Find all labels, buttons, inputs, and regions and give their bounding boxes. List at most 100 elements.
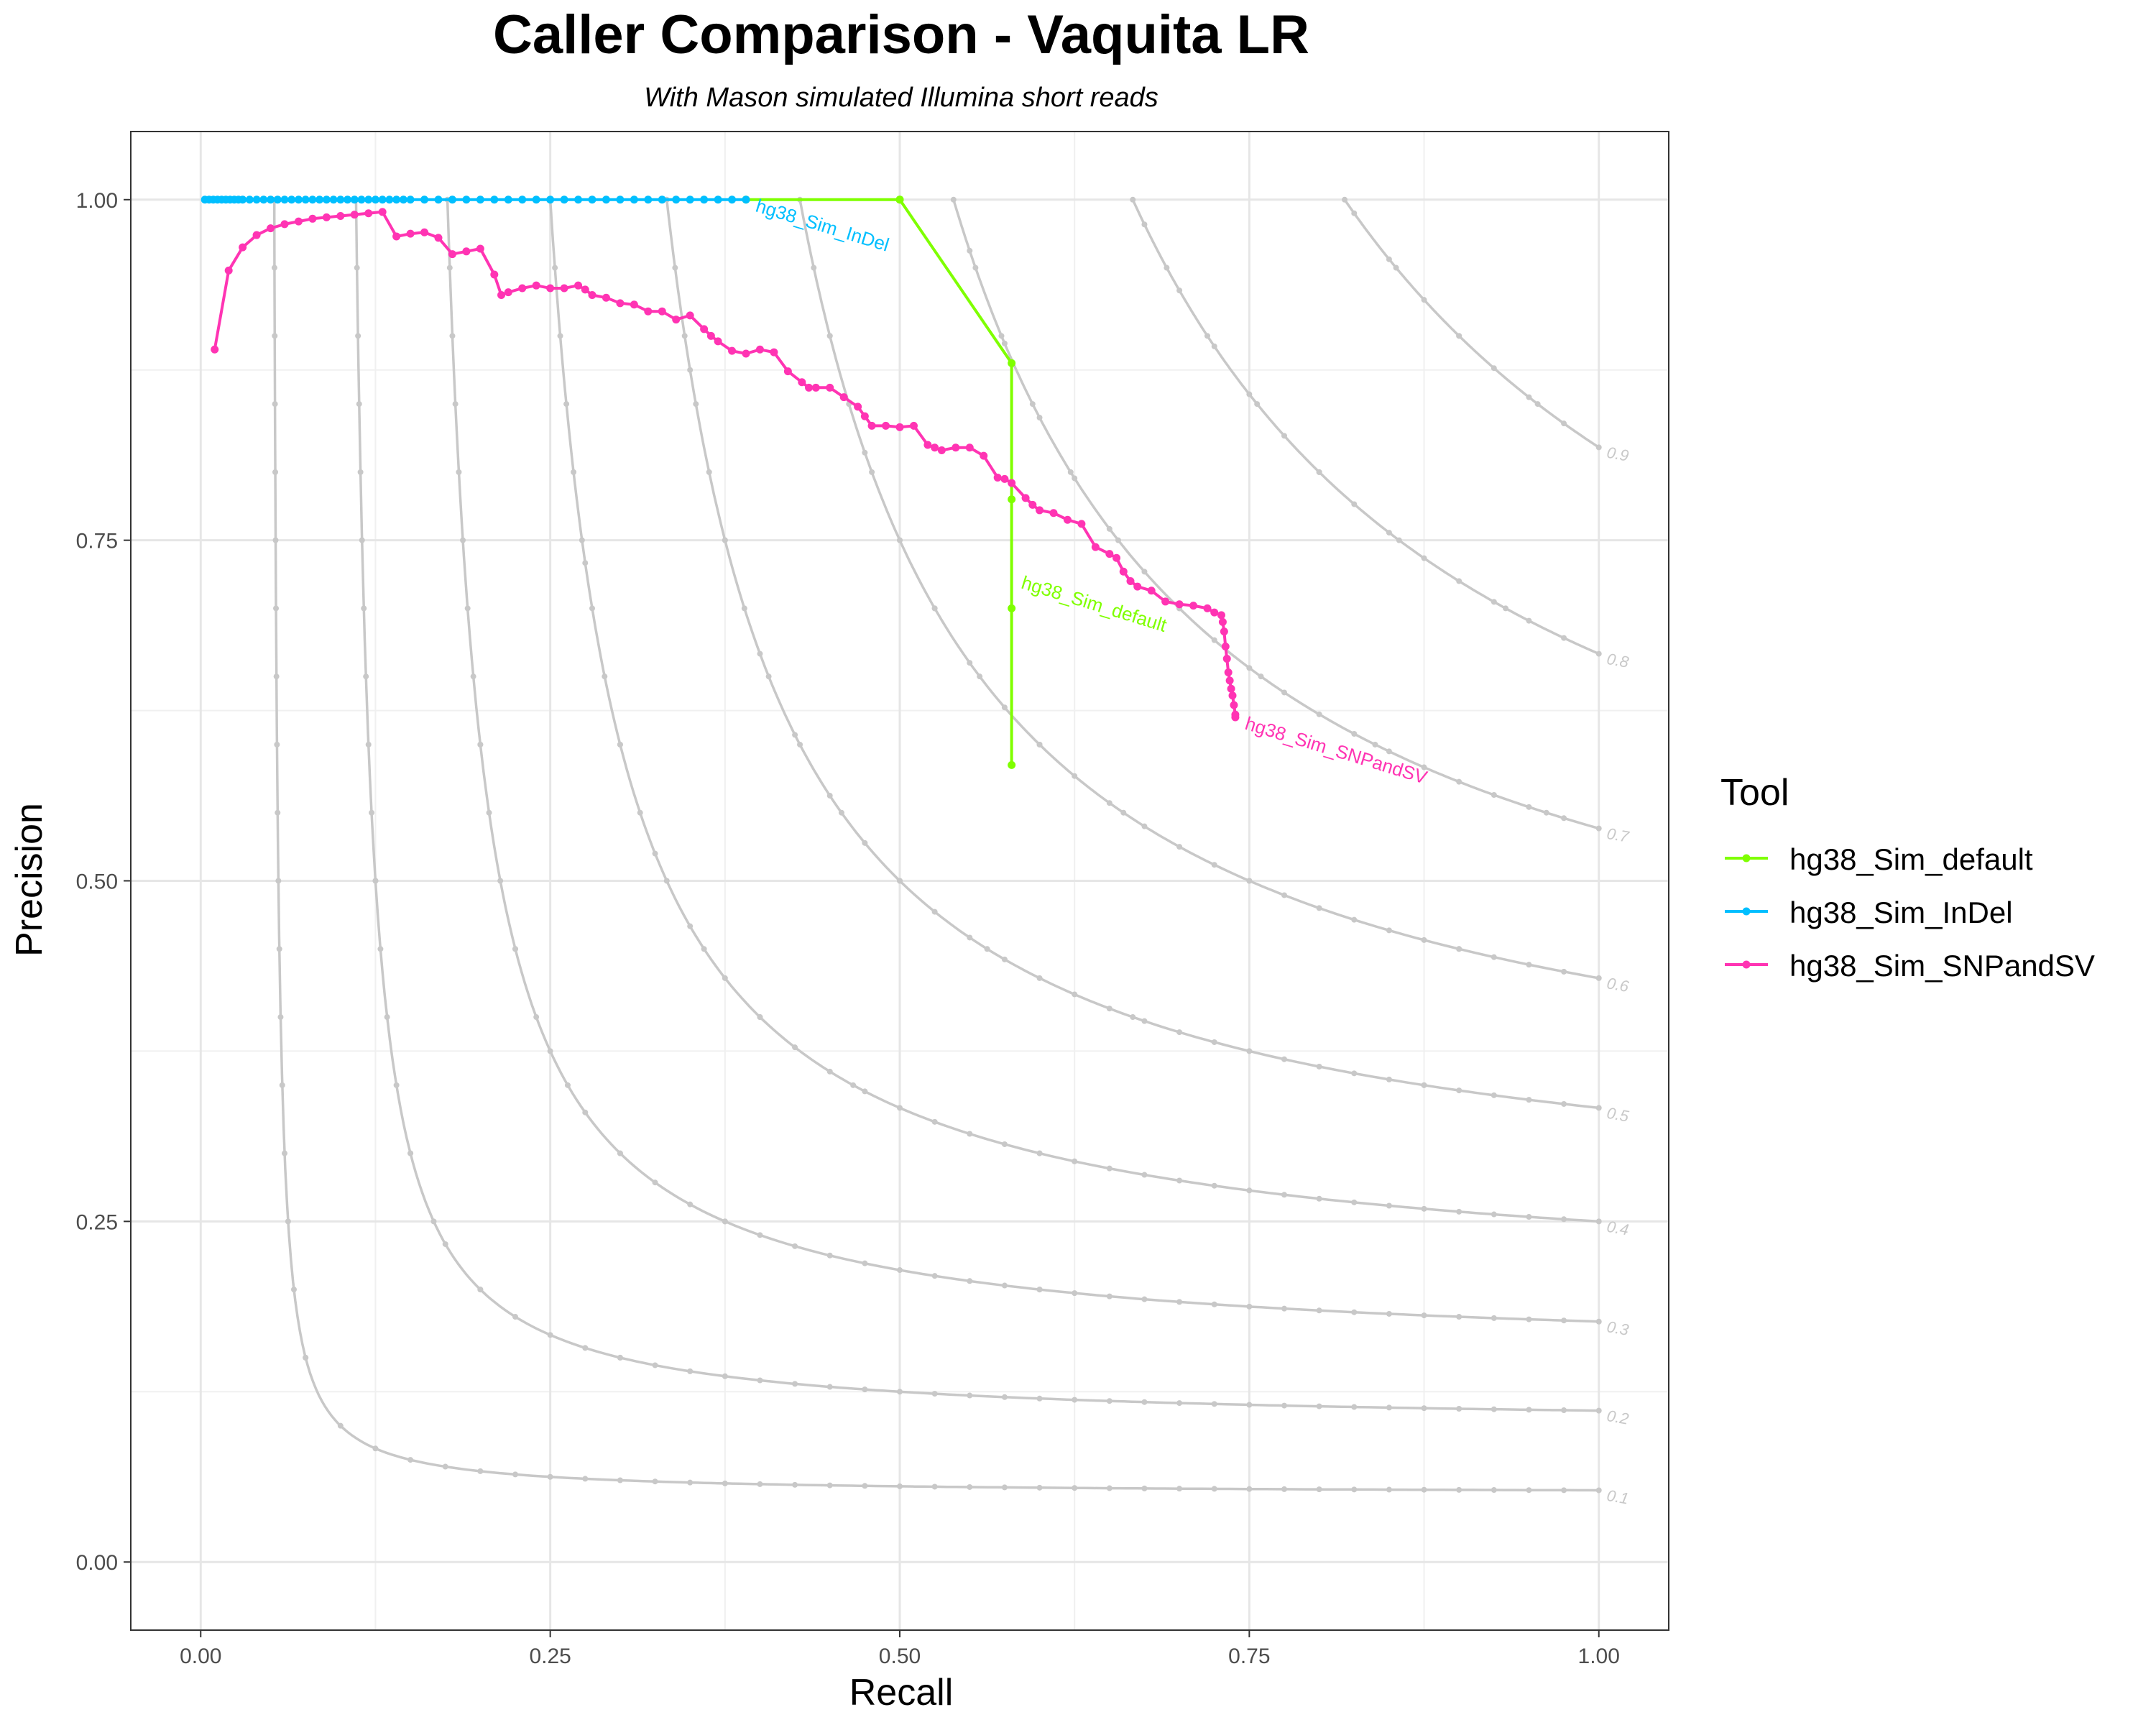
series-point-hg38_Sim_InDel xyxy=(588,196,596,204)
iso-f1-point xyxy=(757,1014,763,1021)
iso-f1-point xyxy=(1001,1484,1008,1491)
series-point-hg38_Sim_InDel xyxy=(357,196,366,204)
series-point-hg38_Sim_InDel xyxy=(574,196,583,204)
series-point-hg38_Sim_InDel xyxy=(630,196,638,204)
iso-f1-point xyxy=(862,1386,868,1393)
series-point-hg38_Sim_InDel xyxy=(273,196,282,204)
iso-f1-point xyxy=(1491,1092,1497,1098)
iso-f1-point xyxy=(1351,916,1358,923)
iso-f1-point xyxy=(1456,333,1462,339)
iso-f1-point xyxy=(869,469,875,475)
iso-f1-point xyxy=(571,469,577,475)
iso-f1-label: 0.8 xyxy=(1606,650,1631,671)
iso-f1-point xyxy=(1316,905,1322,911)
iso-f1-curve xyxy=(1343,198,1600,448)
iso-f1-point xyxy=(563,401,570,408)
iso-f1-point xyxy=(862,449,868,456)
series-point-hg38_Sim_SNPandSV xyxy=(882,421,890,430)
iso-f1-point xyxy=(1393,264,1399,271)
series-point-hg38_Sim_InDel xyxy=(399,196,407,204)
iso-f1-point xyxy=(282,1150,287,1156)
iso-f1-point xyxy=(1141,1485,1148,1491)
series-point-hg38_Sim_InDel xyxy=(742,196,750,204)
iso-f1-point xyxy=(359,537,365,543)
iso-f1-point xyxy=(1526,1316,1532,1322)
series-point-hg38_Sim_InDel xyxy=(364,196,373,204)
iso-f1-point xyxy=(477,741,484,748)
iso-f1-point xyxy=(1561,1216,1567,1223)
iso-f1-point xyxy=(1316,711,1322,717)
iso-f1-label: 0.6 xyxy=(1606,974,1631,995)
iso-f1-point xyxy=(1106,1398,1112,1404)
iso-f1-point xyxy=(1246,391,1253,397)
iso-f1-point xyxy=(1342,196,1348,203)
series-point-hg38_Sim_SNPandSV xyxy=(895,423,904,431)
iso-f1-point xyxy=(931,1118,938,1125)
series-point-hg38_Sim_SNPandSV xyxy=(1189,602,1198,610)
series-point-hg38_Sim_SNPandSV xyxy=(1147,586,1156,595)
series-point-hg38_Sim_InDel xyxy=(420,196,429,204)
iso-f1-point xyxy=(792,1381,798,1387)
iso-f1-point xyxy=(1072,1158,1078,1164)
series-point-hg38_Sim_SNPandSV xyxy=(267,224,275,233)
iso-f1-point xyxy=(637,809,643,816)
iso-f1-point xyxy=(384,1014,390,1021)
series-point-hg38_Sim_InDel xyxy=(315,196,324,204)
iso-f1-point xyxy=(564,1082,571,1088)
iso-f1-point xyxy=(1281,892,1287,898)
chart-title: Caller Comparison - Vaquita LR xyxy=(493,4,1309,65)
iso-f1-point xyxy=(1561,1407,1567,1414)
iso-f1-point xyxy=(449,333,456,339)
series-point-hg38_Sim_SNPandSV xyxy=(462,247,471,256)
iso-f1-point xyxy=(1595,1318,1602,1325)
iso-f1-point xyxy=(1176,288,1183,294)
iso-f1-point xyxy=(1456,946,1462,952)
iso-f1-point xyxy=(967,1278,973,1284)
x-axis-title: Recall xyxy=(849,1672,954,1714)
iso-f1-point xyxy=(589,605,595,612)
series-point-hg38_Sim_SNPandSV xyxy=(1077,520,1086,528)
iso-f1-point xyxy=(1281,433,1287,439)
iso-f1-point xyxy=(652,1179,658,1186)
iso-f1-point xyxy=(430,1218,437,1225)
legend-key-point xyxy=(1742,854,1751,862)
iso-f1-point xyxy=(811,264,817,271)
series-point-hg38_Sim_SNPandSV xyxy=(854,402,862,411)
iso-f1-point xyxy=(1561,1100,1567,1107)
iso-f1-point xyxy=(512,1471,518,1478)
y-tick-label: 0.00 xyxy=(76,1551,118,1575)
iso-f1-point xyxy=(456,469,462,475)
iso-f1-point xyxy=(1491,792,1497,799)
series-point-hg38_Sim_SNPandSV xyxy=(1222,655,1231,663)
series-point-hg38_Sim_SNPandSV xyxy=(672,316,681,324)
iso-f1-point xyxy=(652,850,658,857)
series-point-hg38_Sim_SNPandSV xyxy=(504,288,512,297)
series-point-hg38_Sim_SNPandSV xyxy=(706,331,715,340)
iso-f1-point xyxy=(582,560,589,566)
plot-panel: 0.10.20.30.40.50.60.70.80.9 hg38_Sim_def… xyxy=(130,131,1669,1631)
iso-f1-point xyxy=(1211,1301,1217,1307)
series-point-hg38_Sim_InDel xyxy=(245,196,254,204)
series-point-hg38_Sim_SNPandSV xyxy=(1021,494,1030,502)
iso-f1-point xyxy=(407,1150,414,1156)
iso-f1-point xyxy=(1351,1309,1358,1315)
iso-f1-point xyxy=(1386,1404,1392,1411)
iso-f1-point xyxy=(1421,1205,1427,1212)
iso-f1-point xyxy=(1526,804,1532,810)
iso-f1-curve xyxy=(272,199,1599,1492)
legend-key-point xyxy=(1742,960,1751,969)
iso-f1-point xyxy=(1141,823,1148,829)
iso-f1-point xyxy=(1281,1305,1287,1312)
iso-f1-point xyxy=(757,1232,763,1238)
iso-f1-point xyxy=(1281,1192,1287,1198)
series-point-hg38_Sim_SNPandSV xyxy=(805,383,814,392)
iso-f1-point xyxy=(1386,530,1392,536)
series-point-hg38_Sim_InDel xyxy=(259,196,268,204)
series-point-hg38_Sim_SNPandSV xyxy=(1230,701,1238,709)
iso-f1-point xyxy=(1211,862,1217,868)
iso-f1-point xyxy=(652,1478,658,1485)
series-point-hg38_Sim_SNPandSV xyxy=(1112,553,1121,562)
iso-f1-point xyxy=(792,732,798,738)
series-point-hg38_Sim_SNPandSV xyxy=(811,383,820,392)
series-point-hg38_Sim_InDel xyxy=(350,196,359,204)
